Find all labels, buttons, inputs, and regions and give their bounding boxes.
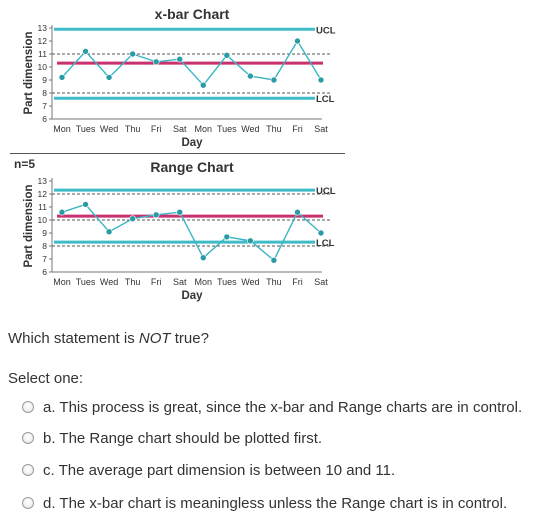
xbar-y-tick-label: 7 [42,101,47,111]
option-c-label[interactable]: c. The average part dimension is between… [43,461,396,479]
xbar-y-tick-label: 9 [42,75,47,85]
range-x-tick-label: Sat [173,277,187,287]
range-x-tick-label: Fri [292,277,303,287]
range-x-tick-label: Thu [266,277,282,287]
xbar-data-point [105,74,113,81]
option-c-radio[interactable] [22,464,34,476]
question-prefix: Which statement is [8,330,139,347]
sample-size-label: n=5 [14,157,35,171]
xbar-data-point [199,81,207,89]
xbar-x-tick-label: Thu [125,124,141,134]
xbar-x-tick-label: Fri [292,124,303,134]
range-x-tick-label: Mon [195,277,213,287]
range-y-tick-label: 8 [42,241,47,251]
range-x-tick-label: Sat [314,277,328,287]
range-y-tick-label: 13 [38,176,48,186]
xbar-ucl-label: UCL [316,25,336,36]
range-data-point [317,229,325,237]
range-data-point [176,208,184,216]
option-a-label[interactable]: a. This process is great, since the x-ba… [43,398,523,416]
range-data-point [129,215,136,222]
xbar-series-line [61,39,322,87]
select-one-label: Select one: [8,370,84,387]
xbar-x-axis-label: Day [181,137,203,149]
range-y-tick-label: 12 [38,189,48,199]
range-data-point [105,228,113,235]
range-data-point [58,208,66,216]
range-y-axis-label: Part dimension [23,184,35,267]
xbar-x-tick-label: Sat [173,124,187,134]
range-y-tick-label: 7 [42,254,47,264]
range-x-tick-label: Tues [76,277,96,287]
xbar-y-tick-label: 10 [38,62,48,72]
xbar-y-tick-label: 11 [38,49,47,59]
xbar-y-tick-label: 13 [38,23,48,33]
xbar-y-axis-label: Part dimension [23,31,35,114]
option-d-label[interactable]: d. The x-bar chart is meaningless unless… [43,494,508,512]
range-x-tick-label: Thu [125,277,141,287]
range-y-tick-label: 9 [42,228,47,238]
range-series-line [61,203,322,262]
xbar-x-tick-label: Mon [53,124,71,134]
control-charts-figure: x-bar Chart Part dimension 6 7 8 9 10 11 12 13 UCL… [10,6,345,302]
xbar-data-point [247,72,254,80]
xbar-data-point [176,55,184,63]
xbar-chart-title: x-bar Chart [155,6,230,22]
range-y-tick-label: 6 [42,267,47,277]
xbar-data-point [129,50,136,58]
question-text: Which statement is NOT true? [8,330,209,347]
option-a-radio[interactable] [22,401,34,413]
xbar-data-point [270,76,278,84]
range-x-axis-label: Day [181,290,203,302]
range-x-tick-label: Fri [151,277,162,287]
range-chart: Range Chart Part dimension 6 7 8 9 10 11 12 13 UCL… [23,159,336,302]
xbar-chart: x-bar Chart Part dimension 6 7 8 9 10 11 12 13 UCL… [23,6,336,149]
range-data-point [199,254,207,262]
option-b-radio[interactable] [22,432,34,444]
range-lcl-label: LCL [316,238,335,249]
range-data-point [247,237,254,245]
question-suffix: true? [170,330,209,347]
xbar-x-tick-label: Wed [241,124,259,134]
option-d[interactable]: d. The x-bar chart is meaningless unless… [22,492,507,514]
range-data-point [270,256,278,264]
xbar-data-point [152,58,160,66]
xbar-x-tick-label: Thu [266,124,282,134]
xbar-lcl-label: LCL [316,94,335,105]
range-data-point [82,201,89,208]
option-b-label[interactable]: b. The Range chart should be plotted fir… [43,429,323,447]
range-data-point [152,211,160,219]
range-data-point [294,208,301,216]
xbar-y-tick-label: 12 [38,36,48,46]
xbar-data-point [294,37,301,45]
xbar-data-point [58,74,66,81]
range-chart-title: Range Chart [150,159,234,175]
option-a[interactable]: a. This process is great, since the x-ba… [22,396,522,418]
range-data-point [223,233,231,241]
xbar-y-tick-label: 8 [42,88,47,98]
xbar-data-point [82,48,89,55]
range-x-tick-label: Tues [217,277,237,287]
xbar-x-tick-label: Tues [217,124,237,134]
option-b[interactable]: b. The Range chart should be plotted fir… [22,427,322,449]
xbar-data-point [317,76,325,84]
option-d-radio[interactable] [22,497,34,509]
range-x-tick-label: Mon [53,277,71,287]
xbar-x-tick-label: Sat [314,124,328,134]
xbar-x-tick-label: Tues [76,124,96,134]
range-y-tick-label: 10 [38,215,48,225]
range-x-tick-label: Wed [241,277,259,287]
range-x-tick-label: Wed [100,277,118,287]
xbar-x-tick-label: Mon [195,124,213,134]
xbar-y-tick-label: 6 [42,114,47,124]
xbar-x-tick-label: Fri [151,124,162,134]
range-ucl-label: UCL [316,186,336,197]
xbar-x-tick-label: Wed [100,124,118,134]
range-y-tick-label: 11 [38,202,47,212]
xbar-data-point [223,51,231,59]
option-c[interactable]: c. The average part dimension is between… [22,459,395,481]
question-emphasis: NOT [138,330,171,347]
